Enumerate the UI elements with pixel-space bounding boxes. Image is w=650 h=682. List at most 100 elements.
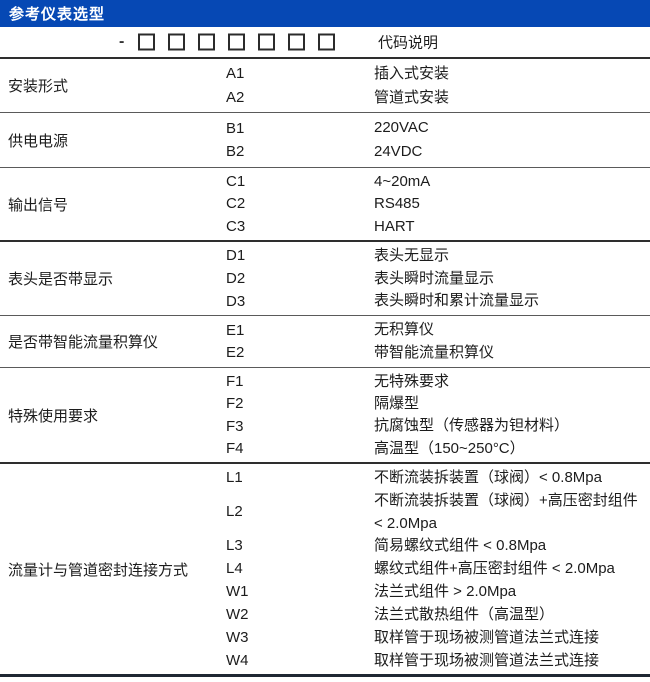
section-items: E1 无积算仪 E2 带智能流量积算仪 xyxy=(226,316,650,367)
table-row: L3 简易螺纹式组件 < 0.8Mpa xyxy=(226,534,650,557)
item-code: A2 xyxy=(226,88,245,106)
item-description: 带智能流量积算仪 xyxy=(374,344,495,362)
table-row: L4 螺纹式组件+高压密封组件 < 2.0Mpa xyxy=(226,557,650,580)
section-connection-method: 流量计与管道密封连接方式 L1 不断流装拆装置（球阀）< 0.8Mpa L2 不… xyxy=(0,462,650,674)
item-description: 表头无显示 xyxy=(374,247,450,265)
item-code: W2 xyxy=(226,606,249,623)
section-label: 是否带智能流量积算仪 xyxy=(8,334,159,351)
model-code-dash: - xyxy=(119,33,125,50)
model-code-box xyxy=(138,33,155,51)
table-row: B2 24VDC xyxy=(226,141,650,162)
item-description: 法兰式散热组件（高温型） xyxy=(374,606,555,623)
item-code: F1 xyxy=(226,373,244,391)
table-row: W2 法兰式散热组件（高温型） xyxy=(226,603,650,626)
item-code: D3 xyxy=(226,292,246,310)
item-description: 24VDC xyxy=(374,143,423,161)
item-description: 管道式安装 xyxy=(374,88,450,106)
model-code-box xyxy=(318,33,335,51)
item-description: 插入式安装 xyxy=(374,65,450,83)
item-code: W3 xyxy=(226,629,249,646)
section-label: 特殊使用要求 xyxy=(8,407,99,425)
model-code-box xyxy=(198,33,215,51)
table-row: D1 表头无显示 xyxy=(226,245,650,266)
item-code: F2 xyxy=(226,395,244,413)
table-row: W4 取样管于现场被测管道法兰式连接 xyxy=(226,649,650,672)
item-code: D2 xyxy=(226,269,246,287)
item-code: W4 xyxy=(226,652,249,669)
section-totalizer-option: 是否带智能流量积算仪 E1 无积算仪 E2 带智能流量积算仪 xyxy=(0,315,650,367)
section-output-signal: 输出信号 C1 4~20mA C2 RS485 C3 HART xyxy=(0,167,650,240)
section-items: A1 插入式安装 A2 管道式安装 xyxy=(226,59,650,112)
model-code-box xyxy=(168,33,185,51)
item-code: A1 xyxy=(226,65,245,83)
table-row: D3 表头瞬时和累计流量显示 xyxy=(226,290,650,311)
section-installation-type: 安装形式 A1 插入式安装 A2 管道式安装 xyxy=(0,57,650,112)
table-row: F2 隔爆型 xyxy=(226,393,650,414)
table-row: D2 表头瞬时流量显示 xyxy=(226,268,650,289)
section-display-option: 表头是否带显示 D1 表头无显示 D2 表头瞬时流量显示 D3 表头瞬时和累计流… xyxy=(0,240,650,315)
item-description: 取样管于现场被测管道法兰式连接 xyxy=(374,652,600,669)
table-row: E1 无积算仪 xyxy=(226,319,650,340)
item-description: 高温型（150~250°C） xyxy=(374,439,525,457)
table-row: W1 法兰式组件 > 2.0Mpa xyxy=(226,580,650,603)
section-items: C1 4~20mA C2 RS485 C3 HART xyxy=(226,168,650,240)
section-items: B1 220VAC B2 24VDC xyxy=(226,113,650,167)
item-description: HART xyxy=(374,217,415,235)
item-code: B2 xyxy=(226,143,245,161)
bottom-border-bar xyxy=(0,674,650,677)
item-description: RS485 xyxy=(374,195,420,213)
item-code: L3 xyxy=(226,537,243,554)
item-description: 隔爆型 xyxy=(374,395,420,413)
item-code: F3 xyxy=(226,417,244,435)
item-description: 不断流装拆装置（球阀）+高压密封组件 < 2.0Mpa xyxy=(374,491,638,532)
item-code: D1 xyxy=(226,247,246,265)
item-description: 220VAC xyxy=(374,119,429,137)
item-code: L1 xyxy=(226,469,243,486)
table-row: C3 HART xyxy=(226,216,650,237)
item-code: L4 xyxy=(226,560,243,577)
table-row: C2 RS485 xyxy=(226,193,650,214)
item-code: C2 xyxy=(226,195,246,213)
code-description-header: 代码说明 xyxy=(378,34,439,52)
item-code: C3 xyxy=(226,217,246,235)
section-label: 输出信号 xyxy=(8,196,69,214)
model-code-box xyxy=(228,33,245,51)
table-row: B1 220VAC xyxy=(226,117,650,138)
item-description: 取样管于现场被测管道法兰式连接 xyxy=(374,629,600,646)
table-row: F4 高温型（150~250°C） xyxy=(226,438,650,459)
item-code: W1 xyxy=(226,583,249,600)
model-code-box xyxy=(258,33,275,51)
item-description: 螺纹式组件+高压密封组件 < 2.0Mpa xyxy=(374,560,615,577)
item-code: C1 xyxy=(226,173,246,191)
item-description: 无特殊要求 xyxy=(374,372,450,390)
table-row: L2 不断流装拆装置（球阀）+高压密封组件 < 2.0Mpa xyxy=(226,489,650,534)
table-row: E2 带智能流量积算仪 xyxy=(226,342,650,363)
item-code: L2 xyxy=(226,503,243,520)
table-row: F1 无特殊要求 xyxy=(226,371,650,392)
item-description: 无积算仪 xyxy=(374,321,435,339)
section-label: 流量计与管道密封连接方式 xyxy=(8,561,189,579)
model-code-row: - 代码说明 xyxy=(0,27,650,57)
item-code: B1 xyxy=(226,119,245,137)
item-description: 简易螺纹式组件 < 0.8Mpa xyxy=(374,537,547,554)
item-description: 不断流装拆装置（球阀）< 0.8Mpa xyxy=(374,469,602,486)
item-description: 表头瞬时和累计流量显示 xyxy=(374,292,540,310)
section-items: D1 表头无显示 D2 表头瞬时流量显示 D3 表头瞬时和累计流量显示 xyxy=(226,242,650,315)
page-title: 参考仪表选型 xyxy=(9,6,106,23)
section-items: F1 无特殊要求 F2 隔爆型 F3 抗腐蚀型（传感器为钽材料） F4 高温型（… xyxy=(226,368,650,462)
model-code-boxes xyxy=(138,33,335,51)
section-label: 安装形式 xyxy=(8,78,69,95)
section-label: 表头是否带显示 xyxy=(8,271,114,288)
item-description: 表头瞬时流量显示 xyxy=(374,269,495,287)
section-label: 供电电源 xyxy=(8,132,69,150)
item-description: 法兰式组件 > 2.0Mpa xyxy=(374,583,517,600)
table-row: W3 取样管于现场被测管道法兰式连接 xyxy=(226,626,650,649)
table-row: L1 不断流装拆装置（球阀）< 0.8Mpa xyxy=(226,466,650,489)
item-description: 抗腐蚀型（传感器为钽材料） xyxy=(374,417,570,435)
table-row: A1 插入式安装 xyxy=(226,63,650,84)
model-code-box xyxy=(288,33,305,51)
section-special-requirements: 特殊使用要求 F1 无特殊要求 F2 隔爆型 F3 抗腐蚀型（传感器为钽材料） … xyxy=(0,367,650,462)
table-row: C1 4~20mA xyxy=(226,171,650,192)
table-row: F3 抗腐蚀型（传感器为钽材料） xyxy=(226,415,650,436)
